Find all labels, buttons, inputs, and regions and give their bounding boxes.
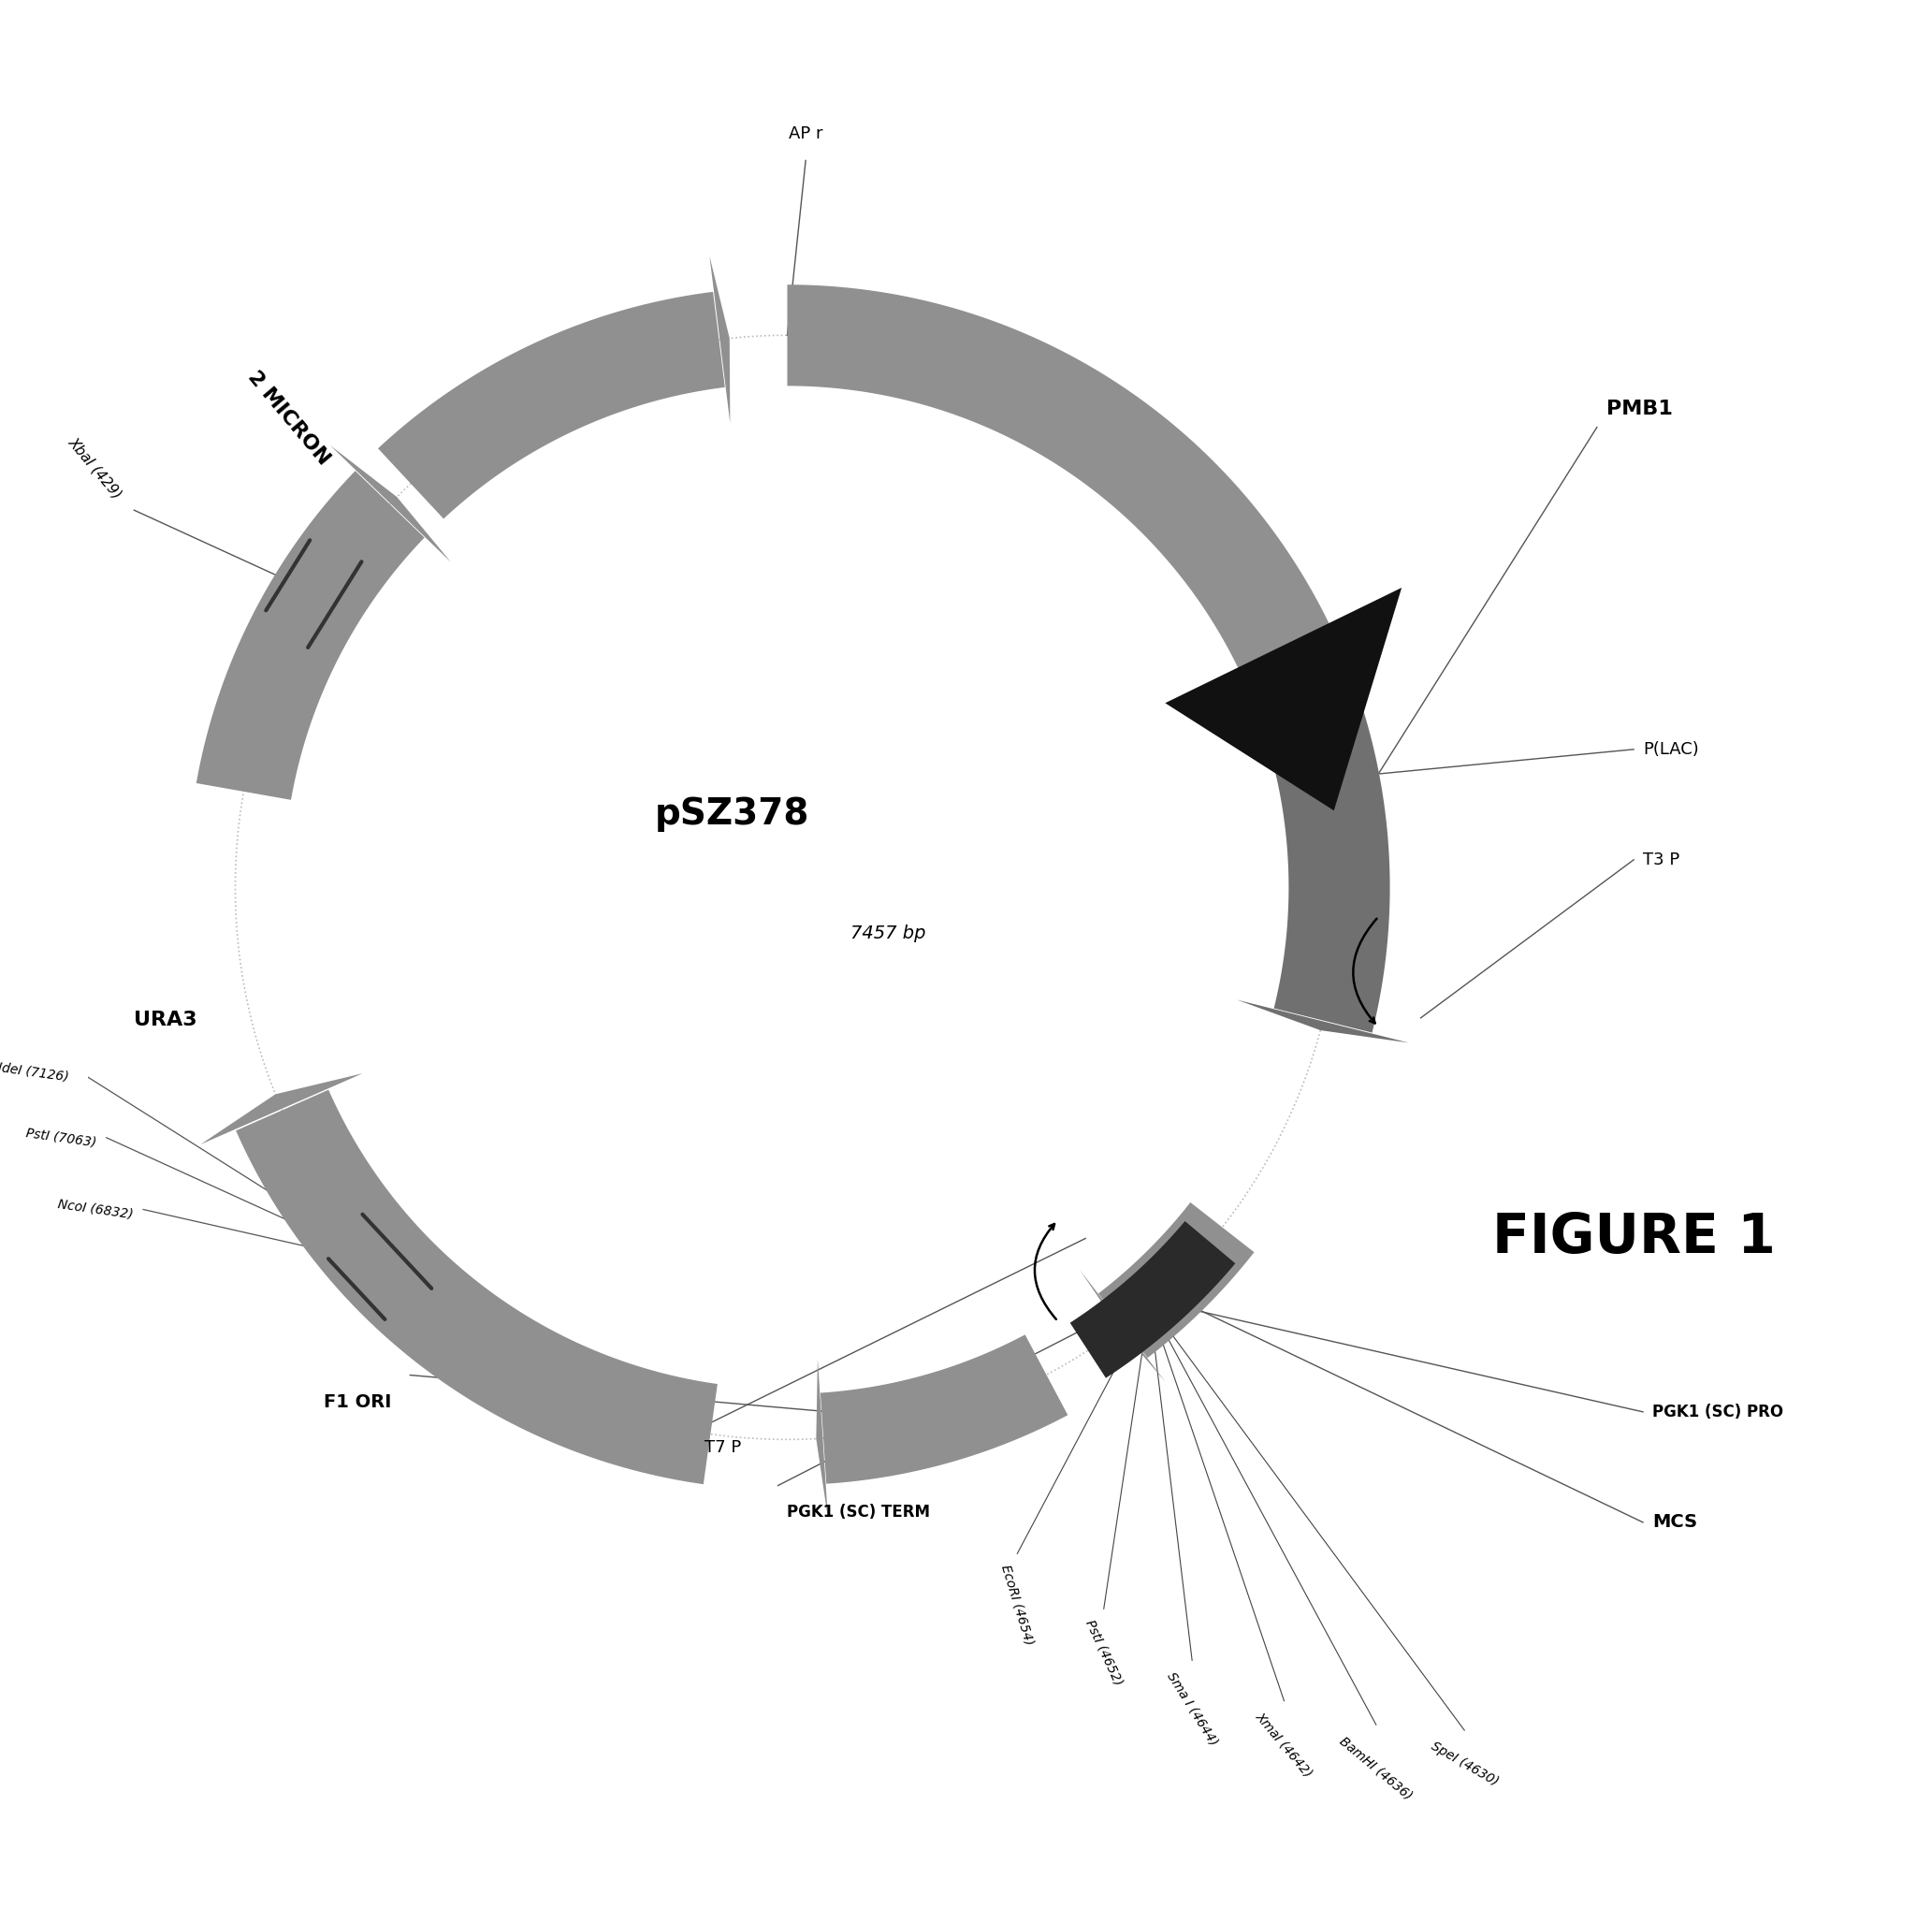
Text: PGK1 (SC) PRO: PGK1 (SC) PRO	[1652, 1403, 1783, 1420]
Polygon shape	[1211, 628, 1374, 700]
Text: P(LAC): P(LAC)	[1642, 742, 1698, 757]
Polygon shape	[330, 446, 450, 561]
Text: MCS: MCS	[1652, 1513, 1696, 1532]
Text: AP r: AP r	[788, 125, 823, 142]
Text: pSZ378: pSZ378	[655, 796, 810, 832]
Polygon shape	[1070, 1220, 1235, 1378]
Polygon shape	[709, 256, 730, 423]
Text: 7457 bp: 7457 bp	[850, 924, 925, 942]
Polygon shape	[815, 1359, 829, 1518]
Text: XbaI (429): XbaI (429)	[66, 434, 126, 502]
Polygon shape	[236, 1090, 717, 1484]
Polygon shape	[786, 284, 1337, 682]
Text: PMB1: PMB1	[1605, 400, 1673, 419]
Text: T3 P: T3 P	[1642, 851, 1679, 869]
Polygon shape	[1165, 588, 1401, 811]
Text: XmaI (4642): XmaI (4642)	[1254, 1711, 1316, 1780]
Polygon shape	[821, 1334, 1068, 1484]
Polygon shape	[197, 471, 425, 800]
Polygon shape	[1236, 999, 1408, 1044]
Text: EcoRI (4654): EcoRI (4654)	[999, 1563, 1036, 1647]
Text: 2 MICRON: 2 MICRON	[245, 367, 334, 469]
Text: BamHI (4636): BamHI (4636)	[1337, 1734, 1414, 1803]
Polygon shape	[201, 1072, 363, 1144]
Polygon shape	[1080, 1270, 1165, 1382]
Text: SpeI (4630): SpeI (4630)	[1428, 1739, 1501, 1789]
Text: F1 ORI: F1 ORI	[325, 1393, 392, 1411]
Text: T7 P: T7 P	[705, 1440, 742, 1457]
Text: PstI (4652): PstI (4652)	[1082, 1618, 1124, 1688]
Polygon shape	[1097, 1203, 1254, 1357]
Text: FIGURE 1: FIGURE 1	[1492, 1211, 1776, 1265]
Text: NdeI (7126): NdeI (7126)	[0, 1059, 70, 1084]
Text: NcoI (6832): NcoI (6832)	[56, 1197, 133, 1220]
Polygon shape	[1258, 680, 1389, 1032]
Text: URA3: URA3	[133, 1011, 197, 1030]
Text: Sma I (4644): Sma I (4644)	[1165, 1670, 1219, 1747]
Text: PGK1 (SC) TERM: PGK1 (SC) TERM	[786, 1503, 931, 1520]
Text: PstI (7063): PstI (7063)	[25, 1126, 97, 1149]
Polygon shape	[379, 292, 724, 519]
